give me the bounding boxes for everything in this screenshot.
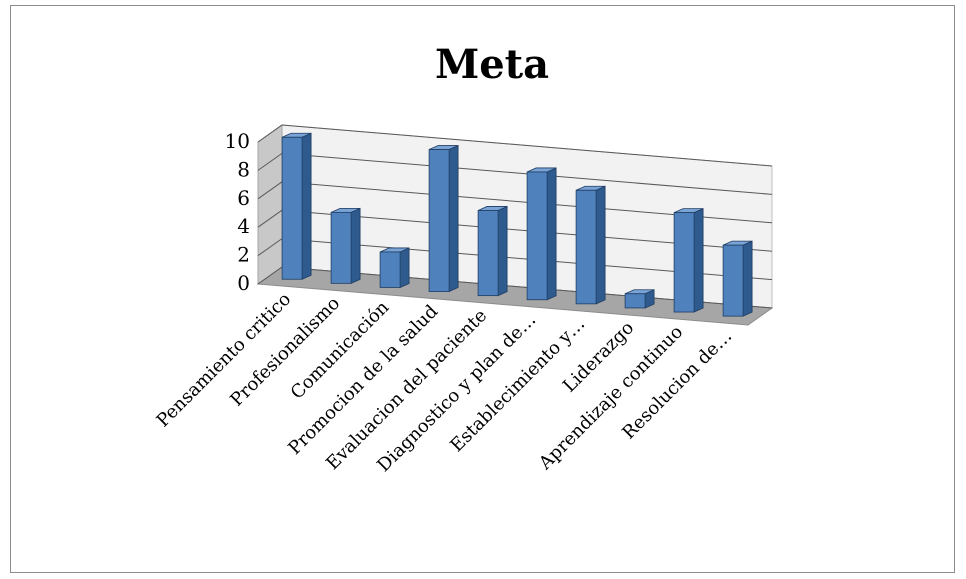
bar-front <box>526 171 548 301</box>
bar-front <box>330 211 352 284</box>
side-wall <box>257 124 283 285</box>
bar-front <box>673 212 695 313</box>
bar <box>722 240 753 317</box>
bar-side <box>693 208 704 313</box>
gridline-side <box>257 124 283 143</box>
gridline <box>281 124 773 167</box>
bar <box>281 132 312 280</box>
y-tick-label: 6 <box>237 186 250 210</box>
bar <box>526 167 557 301</box>
bar <box>428 144 459 293</box>
bar-side <box>742 240 753 317</box>
y-tick-label: 4 <box>237 214 250 238</box>
bar <box>379 247 410 289</box>
bar-front <box>575 189 597 305</box>
bar-front <box>477 210 499 297</box>
gridline-side <box>257 209 283 228</box>
bar-side <box>497 205 508 297</box>
y-tick-label: 2 <box>237 243 250 267</box>
y-tick-label: 8 <box>237 157 250 181</box>
bar-side <box>399 247 410 289</box>
gridline-side <box>257 152 283 171</box>
gridline-side <box>257 181 283 200</box>
bar <box>330 207 361 284</box>
bar-side <box>448 144 459 293</box>
bar <box>575 185 606 305</box>
bar-front <box>379 251 401 288</box>
bar-side <box>546 167 557 301</box>
bar <box>477 205 508 297</box>
bar-front <box>428 149 450 292</box>
bar-front <box>624 293 646 309</box>
bar <box>624 289 655 309</box>
bar-side <box>301 132 312 280</box>
gridline-side <box>257 238 283 257</box>
y-axis-labels: 0 2 4 6 8 10 <box>225 129 250 295</box>
chart-title: Meta <box>435 41 549 88</box>
y-tick-label: 10 <box>225 129 250 153</box>
bar-side <box>350 207 361 284</box>
bars <box>281 132 753 317</box>
bar-front <box>722 244 744 317</box>
bar-side <box>595 185 606 305</box>
bar-front <box>281 136 303 280</box>
gridline-side <box>257 266 283 285</box>
y-tick-label: 0 <box>237 271 250 295</box>
bar <box>673 208 704 313</box>
